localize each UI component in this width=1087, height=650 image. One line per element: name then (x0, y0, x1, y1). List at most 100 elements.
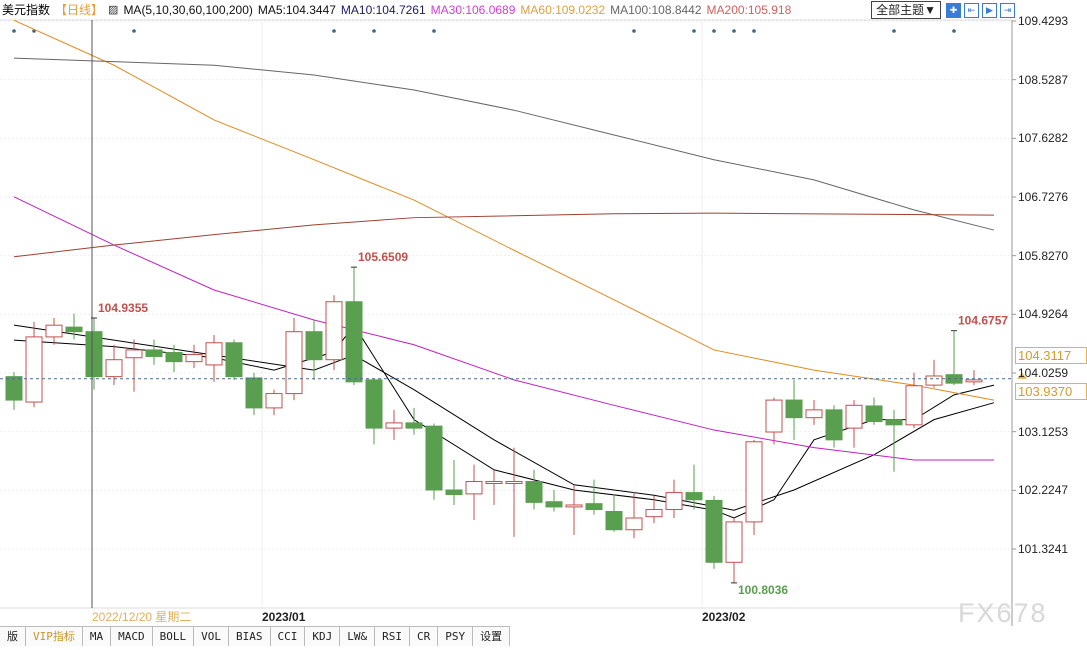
indicator-tab[interactable]: CR (410, 626, 439, 646)
candle (705, 495, 723, 569)
price-marker-icon (1017, 372, 1027, 379)
candle-body (645, 509, 663, 518)
candle-body (405, 422, 423, 429)
crosshair-date: 2022/12/20 星期二 (92, 610, 191, 624)
ma60-value: MA60:109.0232 (520, 3, 606, 17)
indicator-tab[interactable]: MA (82, 626, 112, 646)
candle-body (965, 379, 983, 383)
event-marker (732, 29, 736, 33)
candle (785, 379, 803, 440)
y-tick-label: 107.6282 (1018, 131, 1069, 146)
step-forward-icon[interactable]: ▶ (982, 2, 997, 18)
candle-body (585, 503, 603, 511)
indicator-tab[interactable]: KDJ (305, 626, 341, 646)
candle-body (325, 301, 343, 361)
candle-body (365, 379, 383, 429)
candle (65, 313, 83, 340)
extreme-label: 104.6757 (958, 314, 1008, 328)
candle-body (545, 501, 563, 508)
zoom-in-icon[interactable]: ⇤ (964, 2, 979, 18)
candle (505, 447, 523, 537)
y-tick-label: 101.3241 (1018, 542, 1069, 556)
candle-body (45, 324, 63, 338)
candle (265, 389, 283, 416)
ma-params[interactable]: MA(5,10,30,60,100,200) (123, 3, 253, 17)
candle-body (25, 336, 43, 403)
candle-body (305, 331, 323, 361)
x-tick-label: 2023/01 (262, 610, 306, 624)
candle (625, 491, 643, 539)
event-marker (12, 29, 16, 33)
candle-body (105, 359, 123, 378)
extreme-label: 104.9355 (98, 301, 148, 315)
indicator-tab[interactable]: BOLL (152, 626, 195, 646)
candle (665, 479, 683, 518)
event-marker (952, 29, 956, 33)
candle (165, 344, 183, 373)
candle-body (725, 521, 743, 563)
candle (805, 400, 823, 425)
candle (725, 517, 743, 583)
indicator-tab[interactable]: VIP指标 (26, 626, 83, 646)
candle (365, 377, 383, 445)
candle-body (625, 517, 643, 531)
y-tick-label: 104.9264 (1018, 307, 1069, 322)
candle (285, 318, 303, 401)
candle-body (825, 409, 843, 441)
indicator-tab[interactable]: BIAS (229, 626, 271, 646)
y-tick-label: 104.0259 (1018, 366, 1069, 380)
candle-body (905, 385, 923, 426)
candle-body (845, 404, 863, 429)
candle-body (605, 510, 623, 531)
event-marker (432, 29, 436, 33)
y-tick-label: 102.2247 (1018, 483, 1069, 498)
exit-icon[interactable]: ⇥ (1000, 2, 1015, 18)
event-marker (332, 29, 336, 33)
candle (765, 397, 783, 445)
indicator-tab[interactable]: CCI (270, 626, 306, 646)
crosshair-toggle-icon[interactable]: ✚ (946, 2, 961, 18)
candle (425, 423, 443, 500)
candle (5, 372, 23, 410)
candle-body (285, 331, 303, 395)
candle (865, 397, 883, 425)
event-marker (892, 29, 896, 33)
y-tick-label: 106.7276 (1018, 190, 1069, 204)
candle-body (425, 425, 443, 491)
candle (585, 479, 603, 515)
candle-body (805, 409, 823, 419)
candle (745, 439, 763, 535)
candle-body (225, 342, 243, 378)
candle-body (505, 481, 523, 484)
candle (325, 295, 343, 371)
period-label[interactable]: 【日线】 (55, 3, 104, 17)
y-tick-label: 109.4293 (1018, 14, 1069, 28)
candle-body (345, 301, 363, 383)
candle (905, 372, 923, 429)
candle (825, 405, 843, 448)
candle (405, 407, 423, 435)
indicator-tab[interactable]: LW& (340, 626, 376, 646)
indicator-tab[interactable]: PSY (438, 626, 474, 646)
ma60-line (13, 19, 995, 401)
ma100-value: MA100:108.8442 (610, 3, 702, 17)
indicator-tab[interactable]: RSI (375, 626, 410, 646)
candle (925, 359, 943, 388)
candle-body (565, 504, 583, 508)
chart-header: 美元指数 【日线】 ▨ MA(5,10,30,60,100,200) MA5:1… (2, 0, 1085, 20)
ma10-value: MA10:104.7261 (340, 3, 426, 17)
candle (145, 339, 163, 365)
indicator-tab[interactable]: 设置 (473, 626, 511, 646)
ma200-line (13, 212, 995, 258)
ma5-value: MA5:104.3447 (257, 3, 336, 17)
chart-icon[interactable]: ▨ (108, 4, 119, 16)
candle (185, 344, 203, 369)
indicator-tab[interactable]: VOL (194, 626, 229, 646)
y-tick-label: 103.1253 (1018, 424, 1069, 439)
candle (245, 372, 263, 416)
theme-dropdown[interactable]: 全部主题▼ (871, 1, 941, 19)
indicator-tab[interactable]: 版 (0, 626, 26, 646)
indicator-tab[interactable]: MACD (111, 626, 153, 646)
candle (385, 409, 403, 440)
